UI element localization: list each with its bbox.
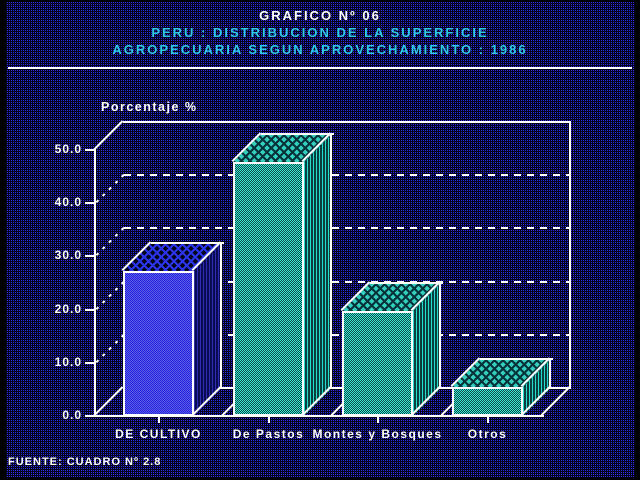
chart-number-title: GRAFICO Nº 06 xyxy=(259,8,381,23)
bar-de-cultivo-top-back-edge xyxy=(151,242,224,244)
y-axis-tick xyxy=(85,362,94,364)
y-axis-tick-label: 50.0 xyxy=(54,142,82,156)
source-note: FUENTE: CUADRO Nº 2.8 xyxy=(8,456,162,468)
floor-left-diagonal xyxy=(93,386,124,416)
gridline-sidewall-dash xyxy=(95,280,126,310)
y-axis-tick xyxy=(85,202,94,204)
y-axis-title: Porcentaje % xyxy=(101,100,198,114)
gridline xyxy=(124,281,570,283)
bar-montes-y-bosques-front-face xyxy=(342,311,413,416)
x-axis-category-label: De Pastos xyxy=(232,427,305,441)
x-axis-category-tick xyxy=(267,417,270,423)
y-axis-tick-label: 40.0 xyxy=(54,195,82,209)
y-axis-tick-label: 30.0 xyxy=(54,248,82,262)
chart-title-block: GRAFICO Nº 06 PERU : DISTRIBUCION DE LA … xyxy=(0,7,640,58)
bar-de-pastos-side-right-edge xyxy=(330,134,332,389)
frame-top-left-diagonal xyxy=(93,120,124,150)
bar-de-cultivo-side-right-edge xyxy=(220,243,222,389)
x-axis-category-label: Otros xyxy=(467,427,508,441)
bar-de-cultivo-front-face xyxy=(123,271,194,416)
gridline xyxy=(124,174,570,176)
gridline-sidewall-dash xyxy=(95,226,126,256)
gridline xyxy=(124,227,570,229)
y-axis-tick xyxy=(85,415,94,417)
bar-otros-side-right-edge xyxy=(549,359,551,389)
gridline-sidewall-dash xyxy=(95,333,126,363)
x-axis-category-label: Montes y Bosques xyxy=(312,427,443,441)
y-axis-tick-label: 10.0 xyxy=(54,355,82,369)
title-separator-line xyxy=(8,67,632,69)
bar-de-pastos-top-back-edge xyxy=(261,133,334,135)
y-axis-tick xyxy=(85,309,94,311)
y-axis-tick xyxy=(85,255,94,257)
x-axis-category-label: DE CULTIVO xyxy=(115,427,202,441)
y-axis-tick-label: 20.0 xyxy=(54,302,82,316)
bar-montes-y-bosques-top-back-edge xyxy=(370,282,443,284)
back-wall-right-line xyxy=(569,121,571,389)
x-axis-category-tick xyxy=(157,417,160,423)
gridline-sidewall-dash xyxy=(95,173,126,203)
bar-de-pastos-front-face xyxy=(233,162,304,416)
bar-de-pastos-side-face xyxy=(304,134,332,416)
x-axis-category-tick xyxy=(376,417,379,423)
bar-montes-y-bosques-side-right-edge xyxy=(439,283,441,389)
chart-title-line2: PERU : DISTRIBUCION DE LA SUPERFICIE xyxy=(151,25,489,40)
x-axis-category-tick xyxy=(486,417,489,423)
y-axis-tick-label: 0.0 xyxy=(62,408,82,422)
y-axis-tick xyxy=(85,149,94,151)
chart-title-line3: AGROPECUARIA SEGUN APROVECHAMIENTO : 198… xyxy=(112,42,528,57)
y-axis-line xyxy=(94,149,96,417)
bar-otros-top-back-edge xyxy=(480,358,553,360)
bar-otros-front-face xyxy=(452,387,523,416)
back-wall-top-line xyxy=(123,121,571,123)
x-axis-baseline xyxy=(94,415,544,417)
